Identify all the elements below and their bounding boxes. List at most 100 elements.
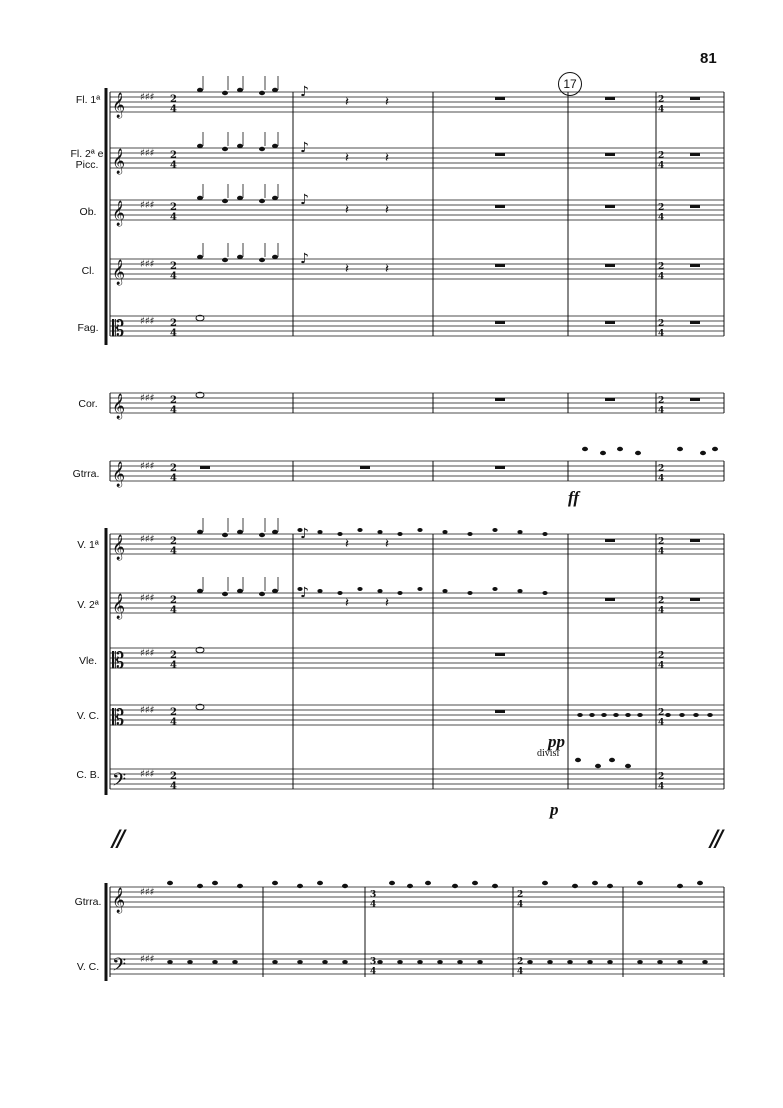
key-signature-cello: ♯♯♯	[140, 705, 155, 716]
cello2-note-0	[167, 960, 173, 964]
label-flute-2-piccolo: Fl. 2ª e Picc.	[70, 148, 104, 171]
staff-violin-1	[110, 533, 724, 555]
time-sig-3-top-cello-system2: 3	[370, 957, 376, 967]
staff-cello-system2	[110, 953, 724, 975]
note-m2-flute-2: ♪	[300, 140, 309, 156]
guitar-chord-3	[635, 450, 641, 456]
key-signature-bassoon: ♯♯♯	[140, 316, 155, 327]
time-sig-change-bottom-flute-2: 4	[658, 161, 664, 171]
whole-rest-b-clarinet	[605, 264, 615, 267]
clef-bassoon: 𝄡	[112, 317, 124, 342]
sixteenth-violin-1-11	[542, 532, 548, 536]
staff-violin-2	[110, 592, 724, 614]
note-flute-1-0	[197, 87, 203, 93]
cello2-note-2	[212, 960, 218, 964]
time-sig-change-bottom-contrabass: 4	[658, 782, 664, 792]
rest-quarter2-clarinet: 𝄽	[385, 262, 389, 277]
whole-rest-b-oboe	[605, 205, 615, 208]
time-sig-bottom-horn: 4	[170, 405, 177, 416]
label-cello-system2: V. C.	[76, 961, 100, 973]
time-sig-bottom-contrabass: 4	[170, 781, 177, 792]
staff-horn	[110, 392, 724, 414]
cello-note-0	[577, 713, 583, 717]
clef-oboe: 𝄞	[112, 200, 125, 226]
sixteenth-violin-1-7	[442, 530, 448, 534]
time-sig-3-bottom-cello-system2: 4	[370, 967, 376, 977]
time-sig-change-top-violin-1: 2	[658, 537, 664, 547]
cello2-note-13	[477, 960, 483, 964]
sixteenth-violin-2-6	[417, 587, 423, 591]
guitar2-note-18	[637, 880, 643, 886]
time-sig-bottom-flute-1: 4	[170, 104, 177, 115]
guitar2-note-12	[472, 880, 478, 886]
note-oboe-2	[237, 195, 243, 201]
time-sig-bottom-guitar: 4	[170, 473, 177, 484]
time-sig-top-guitar: 2	[170, 463, 177, 474]
key-signature-flute-2: ♯♯♯	[140, 148, 155, 159]
note-oboe-0	[197, 195, 203, 201]
staff-viola	[110, 647, 724, 669]
note-violin-1-2	[237, 529, 243, 535]
note-clarinet-3	[259, 257, 265, 263]
whole-rest-b-flute-2	[605, 153, 615, 156]
whole-rest-guitar-3	[495, 466, 505, 469]
dynamic-cello-pp: pp	[548, 732, 565, 751]
guitar2-note-15	[572, 883, 578, 889]
sixteenth-violin-2-1	[317, 589, 323, 593]
key-signature-oboe: ♯♯♯	[140, 200, 155, 211]
whole-rest-c-clarinet	[690, 264, 700, 267]
note-m2-flute-1: ♪	[300, 84, 309, 100]
time-sig-top-bassoon: 2	[170, 318, 177, 329]
cello2-note-3	[232, 960, 238, 964]
staff-clarinet	[110, 258, 724, 280]
time-sig-top-cello: 2	[170, 707, 177, 718]
note-violin-2-2	[237, 588, 243, 594]
whole-rest-c-flute-1	[690, 97, 700, 100]
time-sig-change-bottom-viola: 4	[658, 661, 664, 671]
time-sig-3-top-guitar-system2: 3	[370, 890, 376, 900]
guitar-chord-2	[617, 446, 623, 452]
key-signature-viola: ♯♯♯	[140, 648, 155, 659]
guitar2-note-0	[167, 880, 173, 886]
cello2-note-22	[702, 960, 708, 964]
staff-bassoon	[110, 315, 724, 337]
half-note-viola	[195, 646, 205, 654]
rest-quarter2-flute-1: 𝄽	[385, 95, 389, 110]
sixteenth-violin-2-7	[442, 589, 448, 593]
rest-quarter2-oboe: 𝄽	[385, 203, 389, 218]
time-sig-change-top-oboe: 2	[658, 203, 664, 213]
sixteenth-violin-1-5	[397, 532, 403, 536]
note-violin-1-3	[259, 532, 265, 538]
key-signature-horn: ♯♯♯	[140, 393, 155, 404]
label-guitar: Gtrra.	[72, 468, 100, 480]
cello2-note-16	[567, 960, 573, 964]
cello2-note-8	[377, 960, 383, 964]
staff-contrabass	[110, 768, 724, 790]
whole-rest-c-violin-1	[690, 539, 700, 542]
key-signature-flute-1: ♯♯♯	[140, 92, 155, 103]
system-separator-left: //	[112, 826, 125, 852]
time-sig-top-horn: 2	[170, 395, 177, 406]
time-sig-change-top-guitar: 2	[658, 464, 664, 474]
staff-guitar-system2	[110, 886, 724, 908]
cello2-note-1	[187, 960, 193, 964]
time-sig-bottom-bassoon: 4	[170, 328, 177, 339]
clef-viola: 𝄡	[112, 649, 124, 674]
time-sig-bottom-viola: 4	[170, 660, 177, 671]
rest-quarter2-violin-1: 𝄽	[385, 537, 389, 552]
time-sig-3-bottom-guitar-system2: 4	[370, 900, 376, 910]
sixteenth-violin-2-8	[467, 591, 473, 595]
note-violin-1-0	[197, 529, 203, 535]
sixteenth-violin-2-5	[397, 591, 403, 595]
time-sig-top-flute-1: 2	[170, 94, 177, 105]
cello2-note-12	[457, 960, 463, 964]
clef-flute-2: 𝄞	[112, 148, 125, 174]
cello-note-7	[679, 713, 685, 717]
clef-cello-system2: 𝄢	[112, 955, 126, 980]
label-violin-2: V. 2ª	[77, 599, 99, 611]
whole-rest-c-flute-2	[690, 153, 700, 156]
cello2-note-20	[657, 960, 663, 964]
cello-note-8	[693, 713, 699, 717]
time-sig-2-top-cello-system2: 2	[517, 957, 523, 967]
